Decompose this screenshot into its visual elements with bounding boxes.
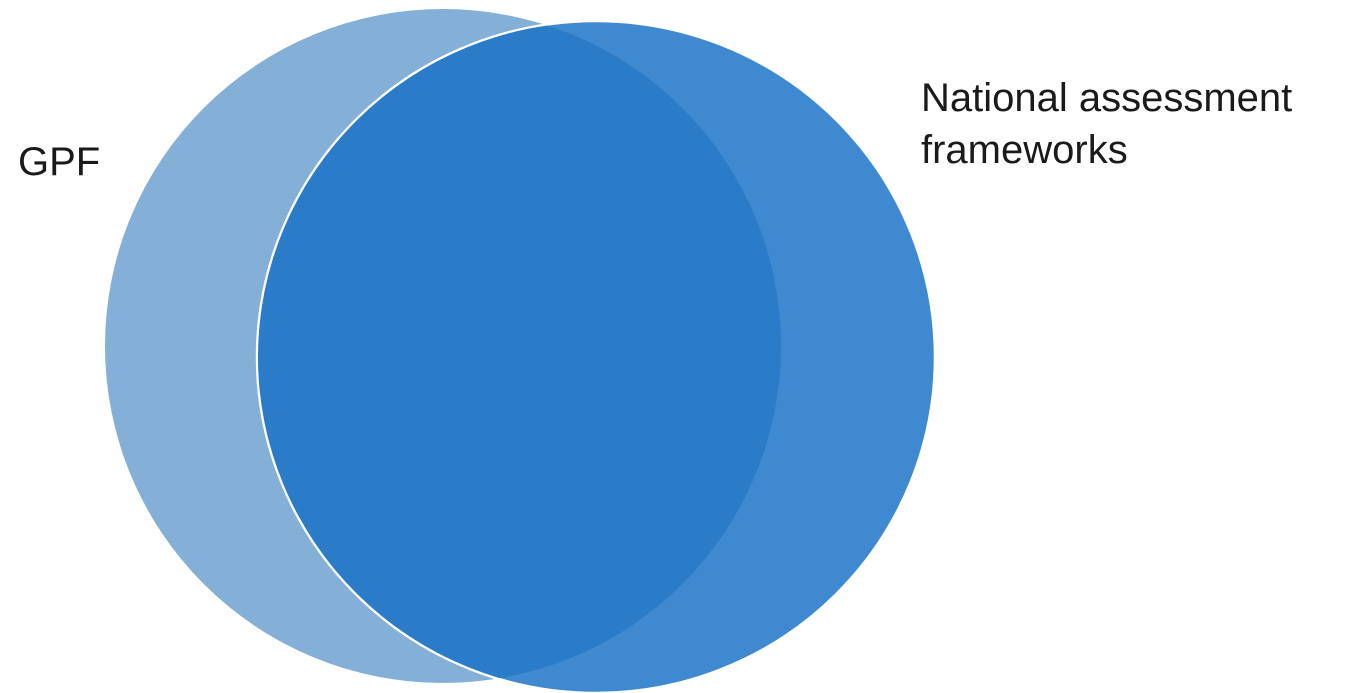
national-assessment-frameworks-label: National assessment frameworks bbox=[921, 72, 1292, 176]
gpf-label: GPF bbox=[18, 140, 101, 184]
national-assessment-frameworks-label-line-1: National assessment bbox=[921, 76, 1293, 120]
national-assessment-frameworks-label-line-2: frameworks bbox=[921, 128, 1128, 172]
